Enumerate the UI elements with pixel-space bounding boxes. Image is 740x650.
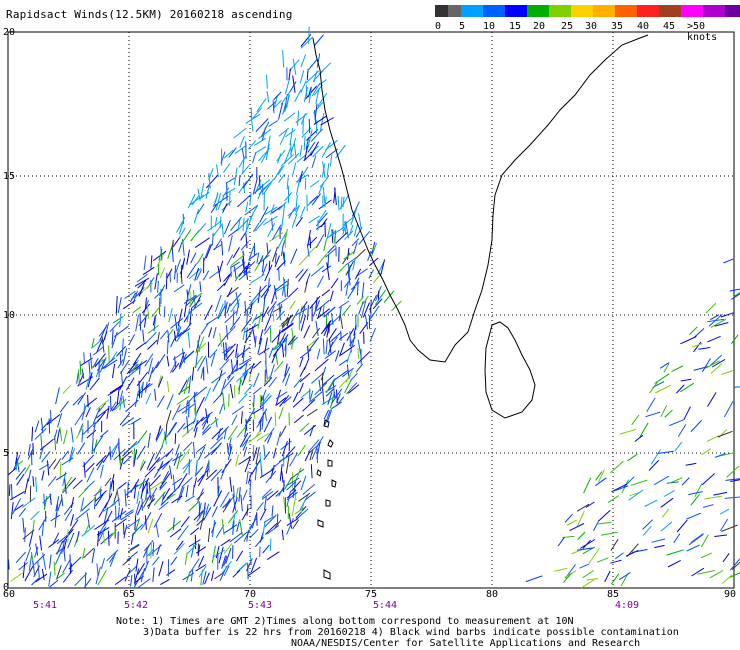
color-swatch [527,5,549,17]
scale-label: 0 [435,21,442,32]
map-title: Rapidsact Winds(12.5KM) 20160218 ascendi… [6,8,293,21]
pass-time-label: 4:09 [615,600,640,611]
scale-label: 30 [585,21,598,32]
pass-time-label: 5:42 [124,600,149,611]
coastlines [312,34,649,580]
color-swatch [615,5,637,17]
y-tick-label: 0 [3,582,10,593]
color-swatch [461,5,483,17]
y-tick-label: 10 [3,310,16,321]
color-scale-bar [435,5,740,17]
color-swatch [659,5,681,17]
maldives-islands [316,419,337,580]
color-swatch [725,5,740,17]
wind-barb-swaths [8,26,740,589]
scale-label: 25 [561,21,574,32]
color-swatch [703,5,725,17]
scale-label: 10 [483,21,496,32]
color-swatch [549,5,571,17]
x-tick-label: 70 [244,589,257,600]
grid-lines [8,32,734,588]
scale-label: 35 [611,21,624,32]
x-tick-label: 80 [486,589,499,600]
note-line-2: 3)Data buffer is 22 hrs from 20160218 4)… [143,627,679,638]
color-swatch [483,5,505,17]
color-swatch [505,5,527,17]
y-tick-label: 5 [3,448,10,459]
note-line-1: Note: 1) Times are GMT 2)Times along bot… [116,616,574,627]
color-swatch [571,5,593,17]
scale-label: 5 [459,21,466,32]
wind-speed-color-scale: 0 5 10 15 20 25 30 35 40 45 >50 knots [435,5,740,43]
note-line-3: NOAA/NESDIS/Center for Satellite Applica… [291,638,641,649]
scale-label: >50 knots [687,21,718,43]
y-tick-label: 20 [3,27,16,38]
scale-label: 15 [509,21,522,32]
color-swatch [593,5,615,17]
scale-label: 20 [533,21,546,32]
x-tick-label: 75 [365,589,378,600]
scale-label: 40 [637,21,650,32]
color-swatch [448,5,461,17]
color-swatch [681,5,703,17]
pass-time-label: 5:43 [248,600,273,611]
sri-lanka [484,321,536,419]
india-east-coast [467,34,649,333]
x-tick-label: 60 [3,589,16,600]
color-swatch [435,5,448,17]
y-tick-label: 15 [3,171,16,182]
india-west-coast [312,37,469,363]
scale-label: 45 [663,21,676,32]
pass-time-label: 5:44 [373,600,398,611]
x-tick-label: 65 [123,589,136,600]
color-swatch [637,5,659,17]
pass-time-label: 5:41 [33,600,58,611]
x-tick-label: 90 [724,589,737,600]
x-tick-label: 85 [607,589,620,600]
